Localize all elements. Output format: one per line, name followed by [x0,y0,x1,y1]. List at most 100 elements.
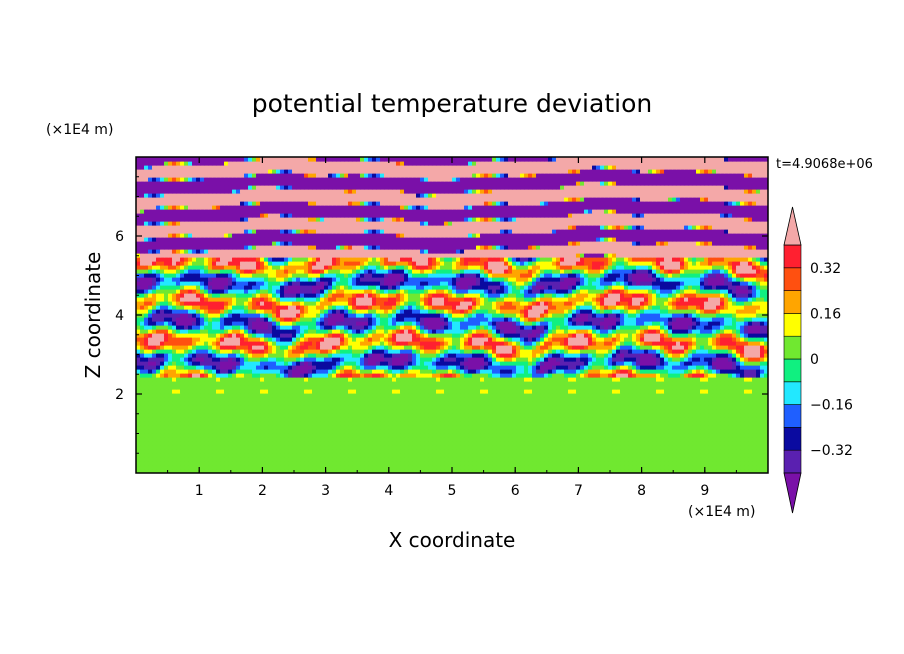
field-cell [664,417,669,422]
field-cell [572,349,577,354]
field-cell [384,425,389,430]
field-cell [500,377,505,382]
field-cell [660,405,665,410]
field-cell [300,377,305,382]
field-cell [188,441,193,446]
field-cell [572,457,577,462]
field-cell [560,389,565,394]
field-cell [472,449,477,454]
field-cell [732,417,737,422]
field-cell [740,377,745,382]
field-cell [252,449,257,454]
field-cell [280,461,285,466]
field-cell [424,417,429,422]
field-cell [408,353,413,358]
field-cell [736,357,741,362]
field-cell [560,437,565,442]
field-cell [308,421,313,426]
field-cell [216,401,221,406]
field-cell [236,357,241,362]
field-cell [528,413,533,418]
field-cell [256,361,261,366]
field-cell [456,445,461,450]
field-cell [184,409,189,414]
field-cell [192,433,197,438]
field-cell [256,345,261,350]
field-cell [564,445,569,450]
field-cell [192,377,197,382]
field-cell [684,465,689,470]
field-cell [540,401,545,406]
field-cell [180,377,185,382]
field-cell [176,441,181,446]
field-cell [724,405,729,410]
field-cell [464,457,469,462]
field-cell [756,397,761,402]
field-cell [512,441,517,446]
field-cell [224,373,229,378]
field-cell [740,409,745,414]
field-cell [608,369,613,374]
field-cell [536,413,541,418]
field-cell [512,413,517,418]
field-cell [532,445,537,450]
field-cell [308,433,313,438]
field-cell [564,373,569,378]
field-cell [604,385,609,390]
field-cell [660,369,665,374]
field-cell [632,437,637,442]
field-cell [648,369,653,374]
field-cell [404,385,409,390]
field-cell [272,441,277,446]
field-cell [484,429,489,434]
field-cell [284,397,289,402]
field-cell [676,469,681,473]
field-cell [260,417,265,422]
field-cell [324,385,329,390]
field-cell [648,377,653,382]
field-cell [520,373,525,378]
field-cell [548,433,553,438]
field-cell [456,433,461,438]
field-cell [704,469,709,473]
field-cell [752,349,757,354]
field-cell [500,461,505,466]
field-cell [276,409,281,414]
field-cell [584,377,589,382]
field-cell [644,349,649,354]
field-cell [576,425,581,430]
field-cell [280,361,285,366]
field-cell [144,389,149,394]
field-cell [688,361,693,366]
field-cell [220,457,225,462]
field-cell [184,373,189,378]
field-cell [596,445,601,450]
field-cell [364,421,369,426]
field-cell [640,453,645,458]
field-cell [536,465,541,470]
field-cell [660,373,665,378]
field-cell [284,421,289,426]
field-cell [348,361,353,366]
field-cell [728,357,733,362]
field-cell [388,413,393,418]
field-cell [644,361,649,366]
field-cell [572,433,577,438]
field-cell [260,409,265,414]
field-cell [636,393,641,398]
field-cell [500,369,505,374]
field-cell [292,449,297,454]
field-cell [476,421,481,426]
field-cell [276,413,281,418]
field-cell [756,461,761,466]
field-cell [468,429,473,434]
field-cell [684,385,689,390]
field-cell [296,429,301,434]
field-cell [432,353,437,358]
field-cell [272,369,277,374]
field-cell [488,349,493,354]
field-cell [236,369,241,374]
field-cell [464,385,469,390]
field-cell [316,409,321,414]
field-cell [360,373,365,378]
